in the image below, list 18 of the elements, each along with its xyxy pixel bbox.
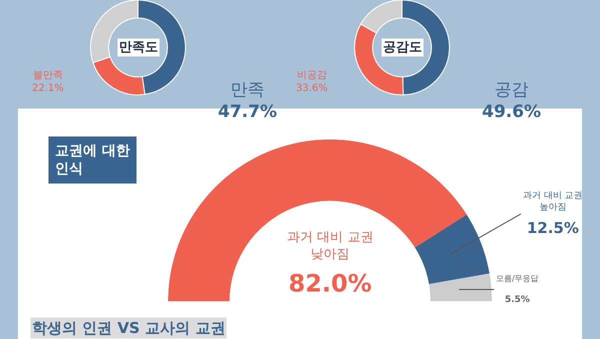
data-label: 82.0%	[288, 270, 372, 298]
data-label: 47.7%	[218, 102, 277, 122]
slice-label: 과거 대비 교권 높아짐	[523, 191, 583, 213]
slice-label: 만족	[230, 80, 264, 100]
text: 만족도	[119, 40, 158, 55]
text: 학생의 인권 VS 교사의 교권	[32, 319, 226, 337]
data-label: 5.5%	[504, 294, 530, 305]
slice-label: 불만족	[32, 70, 63, 81]
slice-label: 공감	[494, 80, 528, 100]
slice-label: 모름/무응답	[496, 274, 539, 283]
text: 공감도	[383, 40, 422, 55]
data-label: 22.1%	[32, 83, 64, 94]
data-label: 33.6%	[296, 83, 328, 94]
slice-label: 과거 대비 교권 낮아짐	[287, 230, 374, 262]
data-label: 12.5%	[526, 219, 579, 238]
data-label: 49.6%	[482, 102, 541, 122]
text: 교권에 대한 인식	[55, 143, 130, 178]
slice-label: 비공감	[296, 70, 327, 81]
